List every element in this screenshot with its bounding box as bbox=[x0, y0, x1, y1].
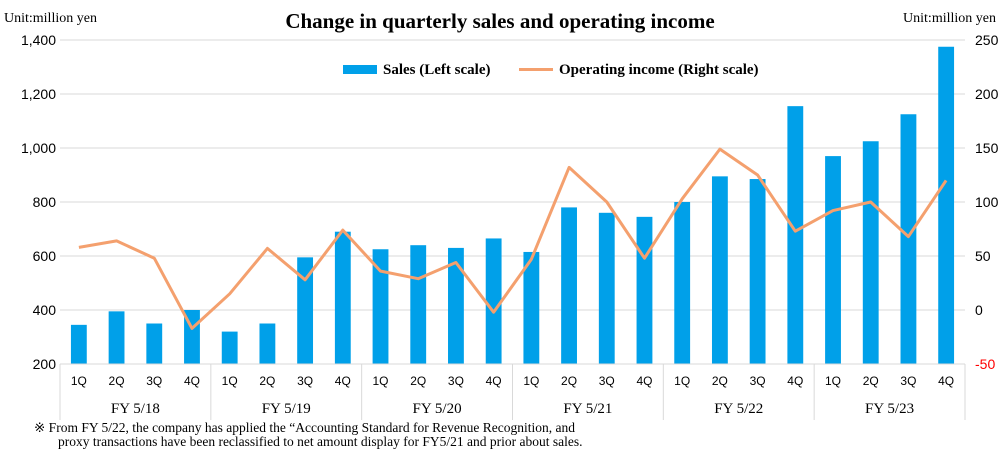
sales-bar bbox=[862, 141, 879, 364]
chart-title: Change in quarterly sales and operating … bbox=[285, 9, 714, 33]
left-tick-label: 200 bbox=[33, 356, 57, 372]
quarter-tick-label: 1Q bbox=[222, 374, 238, 388]
sales-bar bbox=[485, 238, 502, 364]
left-unit-label: Unit:million yen bbox=[4, 11, 97, 26]
sales-bar bbox=[221, 331, 238, 364]
sales-bar bbox=[410, 245, 427, 364]
quarter-tick-label: 3Q bbox=[146, 374, 162, 388]
fiscal-year-label: FY 5/20 bbox=[413, 401, 462, 417]
fiscal-year-label: FY 5/22 bbox=[714, 401, 763, 417]
quarter-tick-label: 1Q bbox=[71, 374, 87, 388]
sales-bar bbox=[372, 249, 389, 364]
operating-income-series-line bbox=[78, 147, 948, 330]
right-tick-label: -50 bbox=[975, 356, 995, 372]
sales-bar bbox=[561, 207, 577, 364]
quarter-tick-label: 2Q bbox=[561, 374, 577, 388]
left-tick-label: 1,200 bbox=[21, 86, 56, 102]
gridlines bbox=[60, 39, 965, 311]
left-tick-label: 800 bbox=[33, 194, 57, 210]
fiscal-year-label: FY 5/19 bbox=[262, 401, 311, 417]
sales-bars bbox=[70, 46, 955, 365]
quarter-tick-label: 1Q bbox=[825, 374, 841, 388]
quarter-tick-label: 4Q bbox=[938, 374, 954, 388]
left-tick-label: 400 bbox=[33, 302, 57, 318]
legend-sales-label: Sales (Left scale) bbox=[383, 62, 490, 78]
sales-bar bbox=[900, 114, 917, 364]
quarter-tick-label: 4Q bbox=[787, 374, 803, 388]
quarter-tick-label: 4Q bbox=[335, 374, 351, 388]
sales-bar bbox=[825, 156, 841, 364]
axes: 200 400 600 800 1,000 1,200 1,400 -50 0 50 100 150 2… bbox=[21, 32, 999, 420]
right-tick-label: 100 bbox=[975, 194, 999, 210]
sales-bar bbox=[787, 106, 804, 365]
quarter-tick-label: 4Q bbox=[636, 374, 652, 388]
quarter-tick-label: 1Q bbox=[373, 374, 389, 388]
quarter-tick-label: 4Q bbox=[486, 374, 502, 388]
right-tick-label: 50 bbox=[975, 248, 991, 264]
quarter-tick-label: 3Q bbox=[448, 374, 464, 388]
quarter-tick-label: 1Q bbox=[523, 374, 539, 388]
right-unit-label: Unit:million yen bbox=[903, 11, 996, 26]
fiscal-year-label: FY 5/23 bbox=[865, 401, 914, 417]
quarter-tick-label: 3Q bbox=[750, 374, 766, 388]
legend-sales-swatch bbox=[343, 65, 377, 74]
sales-bar bbox=[598, 212, 615, 364]
quarter-tick-label: 1Q bbox=[674, 374, 690, 388]
sales-bar bbox=[108, 311, 125, 364]
sales-bar bbox=[146, 323, 163, 364]
sales-bar bbox=[334, 231, 351, 364]
right-tick-label: 200 bbox=[975, 86, 999, 102]
quarter-tick-label: 2Q bbox=[863, 374, 879, 388]
sales-bar bbox=[70, 324, 87, 364]
quarter-tick-label: 3Q bbox=[297, 374, 313, 388]
footnote: ※ From FY 5/22, the company has applied … bbox=[34, 421, 734, 449]
sales-bar bbox=[711, 176, 728, 364]
legend-income-label: Operating income (Right scale) bbox=[559, 62, 759, 78]
footnote-line-1: ※ From FY 5/22, the company has applied … bbox=[34, 420, 575, 435]
sales-bar bbox=[636, 216, 653, 364]
quarter-tick-label: 2Q bbox=[712, 374, 728, 388]
legend: Sales (Left scale) Operating income (Rig… bbox=[343, 62, 759, 78]
sales-bar bbox=[749, 179, 766, 364]
left-tick-label: 1,000 bbox=[21, 140, 56, 156]
quarter-tick-label: 2Q bbox=[259, 374, 275, 388]
sales-bar bbox=[938, 46, 955, 364]
right-tick-label: 150 bbox=[975, 140, 999, 156]
sales-bar bbox=[259, 323, 276, 364]
sales-bar bbox=[523, 251, 540, 364]
fiscal-year-label: FY 5/21 bbox=[563, 401, 612, 417]
footnote-line-2: proxy transactions have been reclassifie… bbox=[58, 434, 583, 449]
left-tick-label: 600 bbox=[33, 248, 57, 264]
quarter-tick-label: 4Q bbox=[184, 374, 200, 388]
sales-bar bbox=[297, 257, 314, 364]
quarter-tick-label: 3Q bbox=[900, 374, 916, 388]
fiscal-year-label: FY 5/18 bbox=[111, 401, 160, 417]
right-tick-label: 0 bbox=[975, 302, 983, 318]
sales-bar bbox=[674, 202, 691, 364]
right-tick-label: 250 bbox=[975, 32, 999, 48]
quarter-tick-label: 2Q bbox=[109, 374, 125, 388]
quarter-tick-label: 3Q bbox=[599, 374, 615, 388]
sales-bar bbox=[448, 247, 464, 364]
left-tick-label: 1,400 bbox=[21, 32, 56, 48]
operating-income-line bbox=[78, 147, 948, 330]
quarter-tick-label: 2Q bbox=[410, 374, 426, 388]
